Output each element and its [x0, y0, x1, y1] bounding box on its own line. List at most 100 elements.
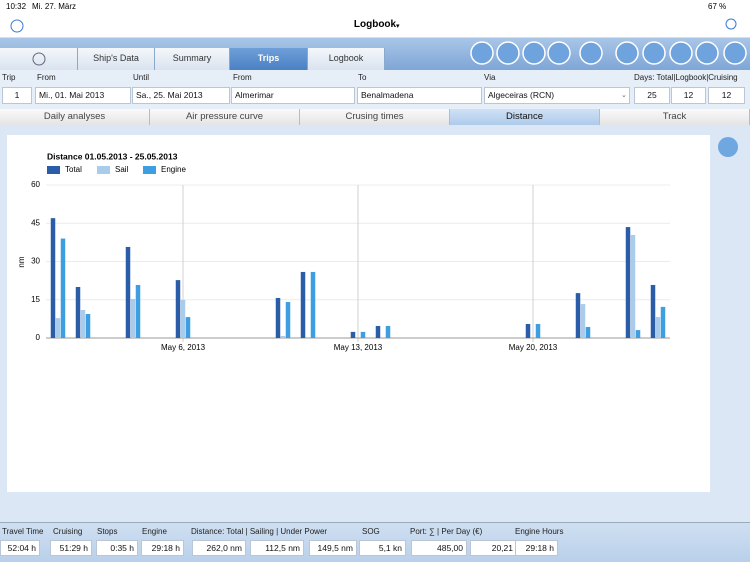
bar [635, 330, 641, 338]
compass-icon [32, 52, 46, 66]
tab[interactable]: Trips [230, 48, 308, 70]
bar [655, 317, 661, 338]
compass-tab[interactable] [0, 48, 78, 70]
footer-label: Stops [97, 527, 118, 536]
bar [60, 238, 66, 338]
field-value[interactable]: 12 [671, 87, 706, 104]
bar [185, 317, 191, 338]
bar [575, 293, 581, 338]
menu-icon[interactable] [10, 19, 24, 33]
footer-value: 112,5 nm [250, 540, 304, 556]
bar [130, 298, 136, 338]
field-value[interactable]: 25 [634, 87, 670, 104]
bar [350, 331, 356, 338]
dropdown-arrow[interactable]: ⌄ [621, 92, 627, 99]
x-tick-label: May 20, 2013 [509, 343, 558, 352]
bar [625, 227, 631, 338]
chart-title: Distance 01.05.2013 - 25.05.2013 [47, 151, 178, 161]
bar [300, 271, 306, 338]
toolbar-button[interactable] [642, 41, 666, 65]
toolbar-button[interactable] [547, 41, 571, 65]
footer-value: 262,0 nm [192, 540, 246, 556]
x-tick-label: May 13, 2013 [334, 343, 383, 352]
bar [660, 306, 666, 338]
toolbar-button[interactable] [522, 41, 546, 65]
footer-value: 0:35 h [96, 540, 138, 556]
toolbar-button[interactable] [579, 41, 603, 65]
toolbar-button[interactable] [669, 41, 693, 65]
footer-label: Port: ∑ | Per Day (€) [410, 527, 483, 536]
bar [50, 218, 56, 338]
legend-swatch [143, 166, 156, 174]
field-value[interactable]: Sa., 25. Mai 2013 [132, 87, 230, 104]
footer-label: Engine Hours [515, 527, 564, 536]
tab[interactable]: Ship's Data [78, 48, 155, 70]
legend-label: Total [65, 165, 82, 174]
subtab[interactable]: Daily analyses [0, 109, 150, 125]
field-label: Via [484, 73, 496, 82]
field-value[interactable]: Benalmadena [357, 87, 482, 104]
bar [280, 335, 286, 338]
field-value[interactable]: Algeceiras (RCN) [484, 87, 630, 104]
footer-label: Distance: Total | Sailing | Under Power [191, 527, 328, 536]
footer-label: Cruising [53, 527, 83, 536]
footer-value: 149,5 nm [309, 540, 357, 556]
subtab[interactable]: Air pressure curve [150, 109, 300, 125]
status-bar [0, 0, 750, 14]
field-label: From [233, 73, 252, 82]
bar [535, 323, 541, 338]
refresh-button[interactable] [718, 137, 738, 157]
bar [585, 327, 591, 338]
search-icon[interactable] [725, 18, 737, 30]
subtab[interactable]: Distance [450, 109, 600, 125]
bar [135, 284, 141, 338]
bar [310, 271, 316, 338]
field-value[interactable]: 1 [2, 87, 32, 104]
bar [275, 297, 281, 338]
toolbar-button[interactable] [615, 41, 639, 65]
footer-value: 29:18 h [515, 540, 558, 556]
bar [180, 300, 186, 338]
bar [175, 280, 181, 338]
status-date: Mi. 27. März [32, 2, 77, 11]
battery: 67 % [708, 2, 727, 11]
toolbar-button[interactable] [470, 41, 494, 65]
footer-value: 52:04 h [0, 540, 40, 556]
bar [525, 323, 531, 338]
field-label: Until [133, 73, 150, 82]
y-tick-label: 45 [31, 218, 40, 227]
y-axis-label: nm [17, 256, 26, 267]
bar [85, 314, 91, 338]
subtab[interactable]: Crusing times [300, 109, 450, 125]
status-time: 10:32 [6, 2, 27, 11]
tab[interactable]: Summary [155, 48, 230, 70]
field-value[interactable]: Almerimar [231, 87, 355, 104]
bar [125, 246, 131, 338]
dropdown-arrow[interactable]: ▾ [396, 23, 400, 30]
footer-value: 29:18 h [141, 540, 184, 556]
toolbar-button[interactable] [723, 41, 747, 65]
field-label: Trip [2, 73, 16, 82]
bar [80, 309, 86, 338]
legend-swatch [97, 166, 110, 174]
field-label: From [37, 73, 56, 82]
footer-label: SOG [362, 527, 380, 536]
y-tick-label: 30 [31, 257, 40, 266]
bar [360, 331, 366, 338]
toolbar-button[interactable] [496, 41, 520, 65]
bar [630, 234, 636, 338]
footer-value: 485,00 [411, 540, 467, 556]
nav-title[interactable]: Logbook [353, 19, 397, 30]
toolbar-button[interactable] [695, 41, 719, 65]
footer-value: 51:29 h [50, 540, 92, 556]
tab[interactable]: Logbook [308, 48, 385, 70]
field-label: Days: Total|Logbook|Cruising [634, 73, 738, 82]
bar [75, 287, 81, 338]
footer-value: 5,1 kn [359, 540, 406, 556]
field-value[interactable]: Mi., 01. Mai 2013 [35, 87, 131, 104]
field-value[interactable]: 12 [708, 87, 745, 104]
bar [55, 318, 61, 338]
bar [285, 302, 291, 338]
bar [580, 304, 586, 338]
